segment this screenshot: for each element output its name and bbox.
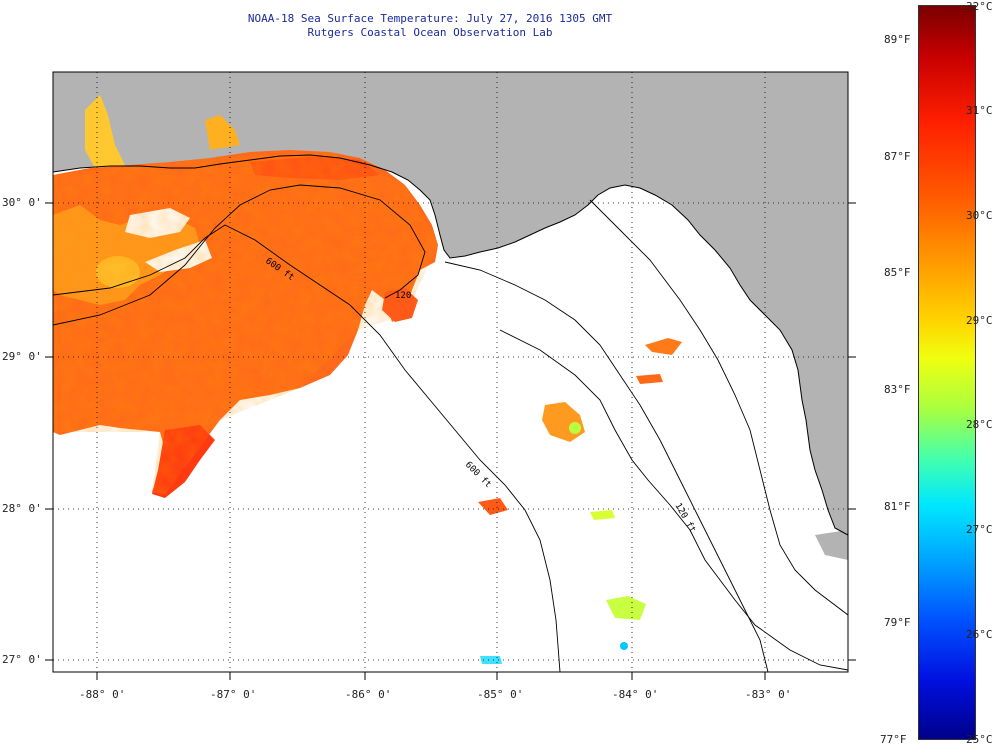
colorbar-c-label: 30°C	[966, 209, 993, 222]
sst-patch	[645, 338, 682, 355]
lat-label: 29° 0'	[2, 350, 42, 363]
colorbar-c-label: 32°C	[966, 0, 993, 13]
colorbar-f-label: 89°F	[884, 33, 911, 46]
contour-600ft-east	[444, 261, 769, 672]
colorbar-f-label: 87°F	[884, 150, 911, 163]
chart-title: NOAA-18 Sea Surface Temperature: July 27…	[247, 12, 613, 25]
sst-patch	[382, 288, 418, 322]
colorbar-c-label: 25°C	[966, 733, 993, 746]
lon-label: -86° 0'	[345, 688, 392, 701]
sst-patch-cyan	[620, 642, 628, 650]
sst-patch	[478, 498, 508, 515]
lon-label: -88° 0'	[79, 688, 126, 701]
contour-120ft	[53, 184, 426, 326]
temperature-colorbar	[918, 5, 976, 740]
colorbar-f-label: 77°F	[880, 733, 907, 746]
colorbar-c-label: 28°C	[966, 418, 993, 431]
contour-label: 120	[395, 291, 411, 301]
sst-patch	[590, 510, 615, 520]
colorbar-c-label: 26°C	[966, 628, 993, 641]
lat-label: 27° 0'	[2, 653, 42, 666]
sst-texture	[53, 152, 438, 495]
lat-label: 30° 0'	[2, 196, 42, 209]
lon-label: -85° 0'	[477, 688, 524, 701]
axis-ticks	[45, 202, 856, 680]
colorbar-f-label: 83°F	[884, 383, 911, 396]
lon-label: -87° 0'	[210, 688, 257, 701]
colorbar-c-label: 31°C	[966, 104, 993, 117]
colorbar-f-label: 85°F	[884, 266, 911, 279]
contour-120ft-east	[499, 329, 848, 671]
colorbar-c-label: 29°C	[966, 314, 993, 327]
lon-label: -83° 0'	[745, 688, 792, 701]
sst-patch	[606, 596, 646, 620]
chart-subtitle: Rutgers Coastal Ocean Observation Lab	[307, 26, 553, 39]
contour-600ft	[53, 224, 561, 672]
sst-coastal-yellow	[205, 115, 240, 150]
land-islet	[815, 530, 848, 560]
sst-patch	[636, 374, 663, 384]
lon-label: -84° 0'	[612, 688, 659, 701]
colorbar-f-label: 79°F	[884, 616, 911, 629]
land-mass	[53, 72, 848, 535]
contour-shelf	[589, 199, 848, 616]
map-frame	[52, 71, 849, 673]
lat-label: 28° 0'	[2, 502, 42, 515]
sst-coastal-yellow	[85, 95, 125, 168]
sst-patch-green	[569, 422, 581, 434]
graticule	[53, 72, 848, 672]
sst-patch-cyan	[480, 656, 502, 664]
colorbar-c-label: 27°C	[966, 523, 993, 536]
colorbar-f-label: 81°F	[884, 500, 911, 513]
